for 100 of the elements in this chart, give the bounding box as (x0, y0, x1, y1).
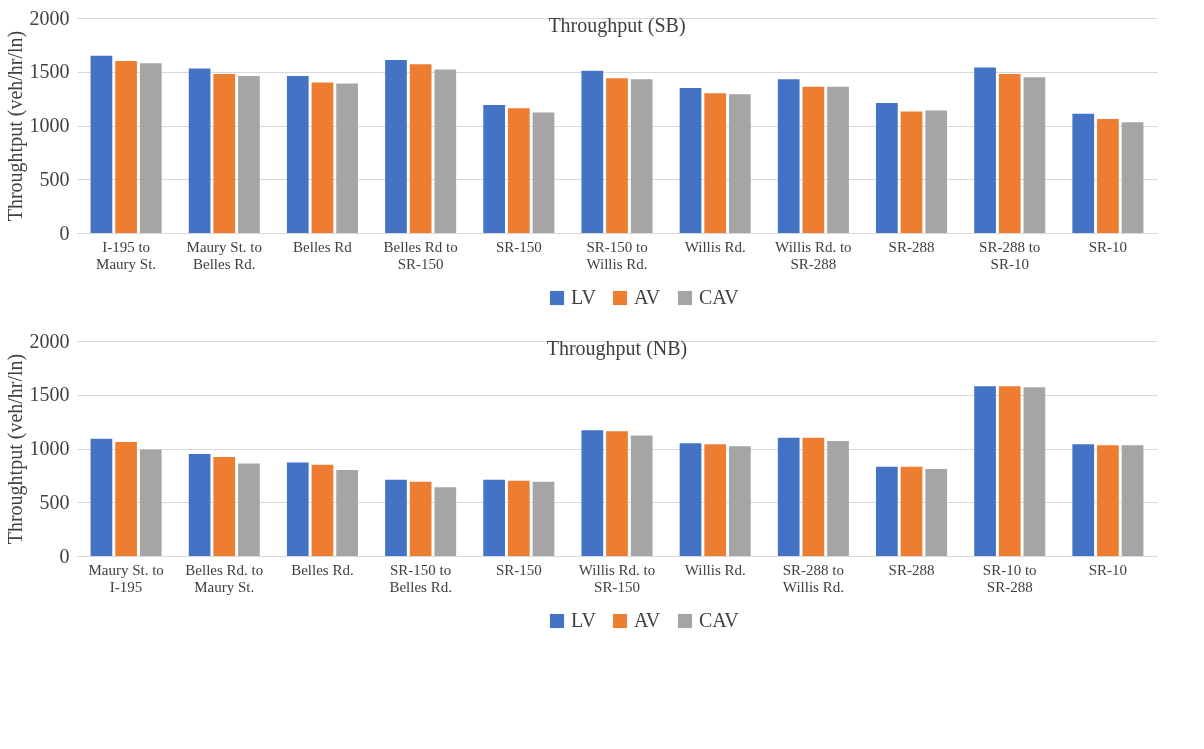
chart-title: Throughput (SB) (548, 14, 686, 37)
x-tick-label: SR-150 to Belles Rd. (389, 561, 452, 595)
bar (434, 487, 457, 556)
bar (777, 437, 800, 556)
bar (704, 93, 727, 233)
bar (286, 462, 309, 556)
bar (802, 86, 825, 233)
bar (1097, 445, 1119, 556)
bar (238, 463, 260, 556)
bar (139, 63, 162, 233)
bar (507, 480, 530, 556)
y-tick-label: 2000 (29, 6, 70, 29)
x-tick-label: Belles Rd. (291, 561, 354, 578)
bar (385, 479, 407, 556)
bar (998, 73, 1021, 233)
bar (606, 431, 628, 556)
bar (532, 112, 555, 233)
bar (679, 443, 702, 556)
bar (606, 78, 628, 233)
x-tick-label: I-195 to Maury St. (96, 238, 157, 272)
bar (213, 457, 236, 556)
bar (409, 64, 432, 233)
bar (1072, 113, 1095, 233)
x-tick-label: SR-10 (1088, 561, 1128, 578)
bar (532, 481, 555, 556)
bar (1072, 444, 1095, 556)
bar (188, 68, 211, 233)
bar (679, 87, 702, 233)
bar (729, 446, 751, 556)
y-tick-label: 0 (59, 221, 70, 244)
y-tick-label: 0 (59, 544, 70, 567)
bar (630, 79, 653, 233)
bar (311, 464, 334, 556)
y-tick-label: 1500 (29, 383, 70, 406)
bar (483, 105, 505, 233)
bar (385, 59, 407, 233)
bar (311, 82, 334, 233)
bar (704, 444, 727, 556)
bar (90, 55, 113, 233)
legend-label: CAV (699, 286, 740, 308)
bar (974, 386, 996, 556)
bar (115, 61, 137, 233)
bar (925, 110, 948, 233)
x-tick-label: Belles Rd. to Maury St. (185, 561, 264, 595)
bar (1023, 77, 1046, 233)
bar (409, 481, 432, 556)
x-tick-label: Willis Rd. (684, 561, 746, 578)
bar (827, 86, 849, 233)
bar (729, 94, 751, 233)
x-tick-label: SR-10 to SR-288 (982, 561, 1037, 595)
x-tick-label: SR-10 (1088, 238, 1128, 255)
legend-label: AV (634, 609, 661, 631)
bar (213, 73, 236, 233)
bar (581, 70, 604, 233)
x-tick-label: SR-288 to SR-10 (979, 238, 1041, 272)
bar (974, 67, 996, 233)
bar (876, 466, 898, 556)
bar (139, 449, 162, 556)
x-tick-label: Maury St. to I-195 (88, 561, 164, 595)
x-tick-label: SR-150 (495, 561, 542, 578)
x-tick-label: SR-288 (888, 561, 935, 578)
bar (286, 76, 309, 233)
bar (1121, 445, 1144, 556)
y-tick-label: 1000 (29, 114, 70, 136)
chart-title: Throughput (NB) (546, 337, 688, 360)
bar (827, 440, 849, 556)
legend-label: LV (571, 609, 597, 631)
bar (188, 453, 211, 556)
bar (90, 438, 113, 556)
legend-label: AV (634, 286, 661, 308)
bar (900, 466, 923, 556)
x-tick-label: Willis Rd. to SR-288 (775, 238, 852, 272)
bar (777, 79, 800, 233)
x-tick-label: Belles Rd (293, 238, 353, 255)
y-tick-label: 1000 (29, 437, 70, 459)
y-tick-label: 2000 (29, 329, 70, 352)
bar (900, 111, 923, 233)
bar (336, 470, 358, 556)
x-tick-label: Belles Rd to SR-150 (383, 238, 458, 272)
bar (483, 479, 505, 556)
bar (630, 435, 653, 556)
x-tick-label: SR-150 (495, 238, 542, 255)
y-tick-label: 500 (39, 167, 70, 190)
x-tick-label: Willis Rd. (684, 238, 746, 255)
legend-label: CAV (699, 609, 740, 631)
x-tick-label: SR-288 to Willis Rd. (782, 561, 844, 595)
bar (1097, 119, 1119, 233)
bar (434, 69, 457, 233)
bar (336, 83, 358, 233)
y-axis-title: Throughtput (veh/hr/ln) (3, 353, 27, 545)
legend-label: LV (571, 286, 597, 308)
bar (1121, 122, 1144, 233)
x-tick-label: SR-288 (888, 238, 935, 255)
bar (238, 76, 260, 233)
x-tick-label: SR-150 to Willis Rd. (586, 238, 648, 272)
x-tick-label: Maury St. to Belles Rd. (186, 238, 262, 272)
bar (581, 430, 604, 556)
y-tick-label: 500 (39, 490, 70, 513)
x-tick-label: Willis Rd. to SR-150 (578, 561, 656, 595)
bar (115, 442, 137, 556)
